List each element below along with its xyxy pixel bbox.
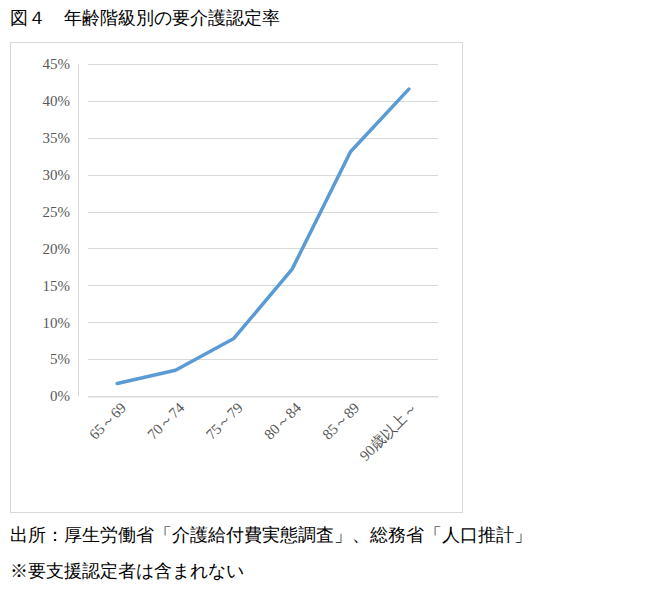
chart-svg: 図４ 年齢階級別の要介護認定率 0% 5% 10% 15% 20% 25% 30% 35% 40%…	[0, 0, 666, 594]
y-tick: 20%	[43, 241, 79, 257]
grid-line	[88, 175, 438, 176]
plot-area	[117, 89, 409, 383]
y-tick-label: 35%	[43, 130, 71, 146]
grid-line	[88, 212, 438, 213]
y-tick-label: 0%	[50, 388, 70, 404]
grid-line	[88, 101, 438, 102]
grid-line	[88, 359, 438, 360]
grid	[88, 65, 438, 397]
x-tick-label: 90歳以上～	[356, 400, 420, 464]
y-tick-label: 5%	[50, 351, 70, 367]
x-axis: 65～69 70～74 75～79 80～84 85～8990歳以上～	[86, 397, 438, 464]
y-tick: 15%	[43, 278, 79, 294]
y-axis-line	[78, 65, 79, 397]
y-tick-label: 25%	[43, 204, 71, 220]
y-tick: 45%	[43, 56, 79, 72]
grid-line	[88, 138, 438, 139]
x-tick: 65～69	[86, 397, 129, 443]
y-tick: 25%	[43, 204, 79, 220]
x-tick-label: 80～84	[261, 399, 304, 442]
y-tick-label: 15%	[43, 278, 71, 294]
y-tick-label: 45%	[43, 56, 71, 72]
y-tick: 5%	[50, 351, 78, 367]
y-tick-label: 10%	[43, 315, 71, 331]
grid-line	[88, 322, 438, 323]
x-tick-label: 85～89	[319, 400, 362, 443]
x-tick-label: 70～74	[144, 399, 187, 442]
grid-line	[88, 64, 438, 65]
y-tick: 0%	[50, 388, 78, 404]
y-tick: 35%	[43, 130, 79, 146]
x-axis-line	[89, 397, 439, 398]
y-tick: 30%	[43, 167, 79, 183]
y-tick: 40%	[43, 93, 79, 109]
y-tick-label: 20%	[43, 241, 71, 257]
x-tick: 70～74	[144, 397, 187, 443]
x-tick: 80～84	[261, 397, 304, 443]
x-tick: 85～89	[319, 397, 362, 443]
x-tick: 75～79	[203, 397, 246, 443]
annotation: 出所：厚生労働省「介護給付費実態調査」、総務省「人口推計」	[10, 525, 532, 545]
x-tick-label: 75～79	[203, 400, 246, 443]
grid-line	[88, 248, 438, 249]
y-tick-label: 30%	[43, 167, 71, 183]
y-tick-label: 40%	[43, 93, 71, 109]
grid-line	[88, 285, 438, 286]
chart-frame	[11, 43, 463, 513]
x-tick-label: 65～69	[86, 400, 129, 443]
y-tick: 10%	[43, 315, 79, 331]
data-line	[117, 89, 409, 383]
annotation: ※要支援認定者は含まれない	[10, 561, 244, 581]
grid-line	[88, 396, 438, 397]
x-tick: 90歳以上～	[356, 397, 420, 464]
y-axis: 0% 5% 10% 15% 20% 25% 30% 35% 40% 45%	[43, 56, 79, 404]
title: 図４ 年齢階級別の要介護認定率	[10, 8, 280, 28]
